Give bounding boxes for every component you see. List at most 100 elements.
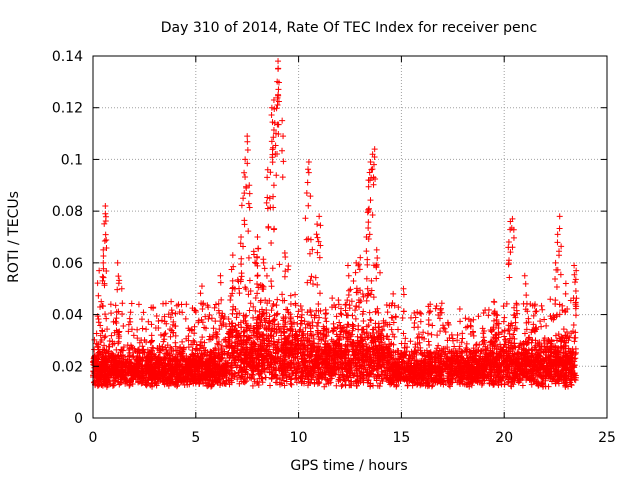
data-point (167, 351, 174, 358)
data-point (287, 364, 294, 371)
data-point (378, 368, 385, 375)
data-point (513, 372, 520, 379)
data-point (243, 312, 250, 319)
data-point (240, 378, 247, 385)
data-point (245, 254, 252, 261)
data-point (274, 340, 281, 347)
data-point (422, 356, 429, 363)
data-point (102, 333, 109, 340)
data-point (449, 375, 456, 382)
data-point (434, 345, 441, 352)
data-point (510, 331, 517, 338)
data-point (108, 332, 115, 339)
data-point (500, 318, 507, 325)
data-point (268, 328, 275, 335)
data-point (252, 307, 259, 314)
data-point (134, 335, 141, 342)
data-point (386, 321, 393, 328)
data-point (401, 340, 408, 347)
data-point (366, 309, 373, 316)
data-point (393, 381, 400, 388)
data-point (125, 328, 132, 335)
data-point (385, 336, 392, 343)
data-point (438, 372, 445, 379)
data-point (223, 323, 230, 330)
data-point (348, 364, 355, 371)
data-point (208, 315, 215, 322)
data-point (126, 356, 133, 363)
data-point (247, 300, 254, 307)
data-point (311, 380, 318, 387)
data-point (356, 357, 363, 364)
data-point (523, 341, 530, 348)
data-point (376, 323, 383, 330)
data-point (409, 382, 416, 389)
data-point (316, 290, 323, 297)
data-point (522, 338, 529, 345)
data-point (307, 328, 314, 335)
data-point (229, 284, 236, 291)
data-point (167, 376, 174, 383)
data-point (130, 332, 137, 339)
data-point (345, 321, 352, 328)
data-point (243, 339, 250, 346)
data-point (297, 375, 304, 382)
data-point (335, 378, 342, 385)
data-point (323, 318, 330, 325)
data-point (351, 372, 358, 379)
data-point (425, 338, 432, 345)
data-point (281, 363, 288, 370)
data-point (516, 378, 523, 385)
data-point (311, 312, 318, 319)
data-point (127, 352, 134, 359)
data-point (359, 290, 366, 297)
data-point (374, 365, 381, 372)
data-point (217, 370, 224, 377)
data-point (256, 371, 263, 378)
data-point (417, 350, 424, 357)
data-point (114, 370, 121, 377)
data-point (211, 347, 218, 354)
data-point (501, 333, 508, 340)
data-point (464, 381, 471, 388)
data-point (463, 352, 470, 359)
data-point (387, 374, 394, 381)
data-point (372, 338, 379, 345)
data-point (224, 363, 231, 370)
data-point (271, 328, 278, 335)
data-point (118, 353, 125, 360)
data-point (217, 318, 224, 325)
data-point (188, 378, 195, 385)
data-point (249, 382, 256, 389)
data-point (552, 369, 559, 376)
data-point (454, 361, 461, 368)
data-point (333, 313, 340, 320)
data-point (408, 371, 415, 378)
data-point (343, 368, 350, 375)
data-point (174, 362, 181, 369)
data-point (517, 340, 524, 347)
data-point (109, 382, 116, 389)
data-point (352, 315, 359, 322)
data-point (331, 370, 338, 377)
data-point (147, 369, 154, 376)
data-point (321, 383, 328, 390)
data-point (434, 379, 441, 386)
data-point (267, 382, 273, 389)
data-point (501, 341, 508, 348)
data-point (441, 325, 448, 332)
data-point (277, 353, 284, 360)
data-point (570, 321, 577, 328)
data-point (202, 347, 209, 354)
data-point (321, 351, 328, 358)
data-point (218, 371, 225, 378)
data-point (422, 363, 429, 370)
data-point (272, 344, 279, 351)
data-point (366, 372, 373, 379)
data-point (325, 380, 332, 387)
data-point (146, 348, 153, 355)
data-point (106, 343, 113, 350)
data-point (198, 316, 205, 323)
data-point (234, 376, 241, 383)
